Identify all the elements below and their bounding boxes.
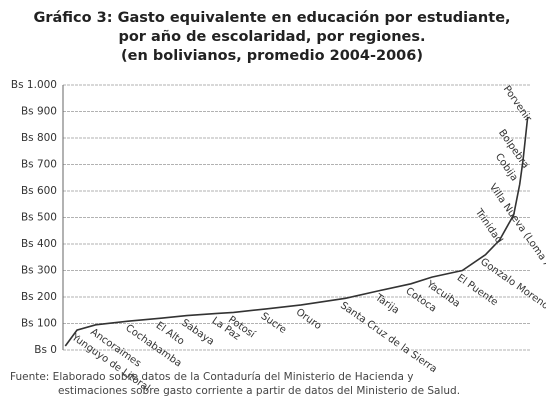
y-tick-label: Bs 600 xyxy=(21,185,57,197)
y-tick-label: Bs 400 xyxy=(21,238,57,250)
category-label: Tarija xyxy=(372,292,401,317)
category-label: Oruro xyxy=(294,307,324,332)
y-tick-label: Bs 1.000 xyxy=(11,79,57,91)
y-tick-label: Bs 700 xyxy=(21,159,57,171)
data-line xyxy=(64,116,529,347)
y-tick-label: Bs 300 xyxy=(21,265,57,277)
y-tick-label: Bs 900 xyxy=(21,106,57,118)
source-note: estimaciones sobre gasto corriente a par… xyxy=(58,385,460,397)
source-note: Fuente: Elaborado sobre datos de la Cont… xyxy=(10,371,414,383)
y-tick-label: Bs 800 xyxy=(21,132,57,144)
chart-title: Gráfico 3: Gasto equivalente en educació… xyxy=(33,10,510,26)
category-label: Trinidad xyxy=(472,206,504,245)
y-tick-label: Bs 200 xyxy=(21,291,57,303)
y-tick-label: Bs 100 xyxy=(21,318,57,330)
y-tick-label: Bs 500 xyxy=(21,212,57,224)
category-label: El Puente xyxy=(455,272,500,308)
y-tick-label: Bs 0 xyxy=(34,344,57,356)
category-label: Porvenir xyxy=(501,84,534,125)
chart-subtitle: por año de escolaridad, por regiones. xyxy=(118,29,425,45)
chart-subtitle: (en bolivianos, promedio 2004-2006) xyxy=(121,48,423,64)
